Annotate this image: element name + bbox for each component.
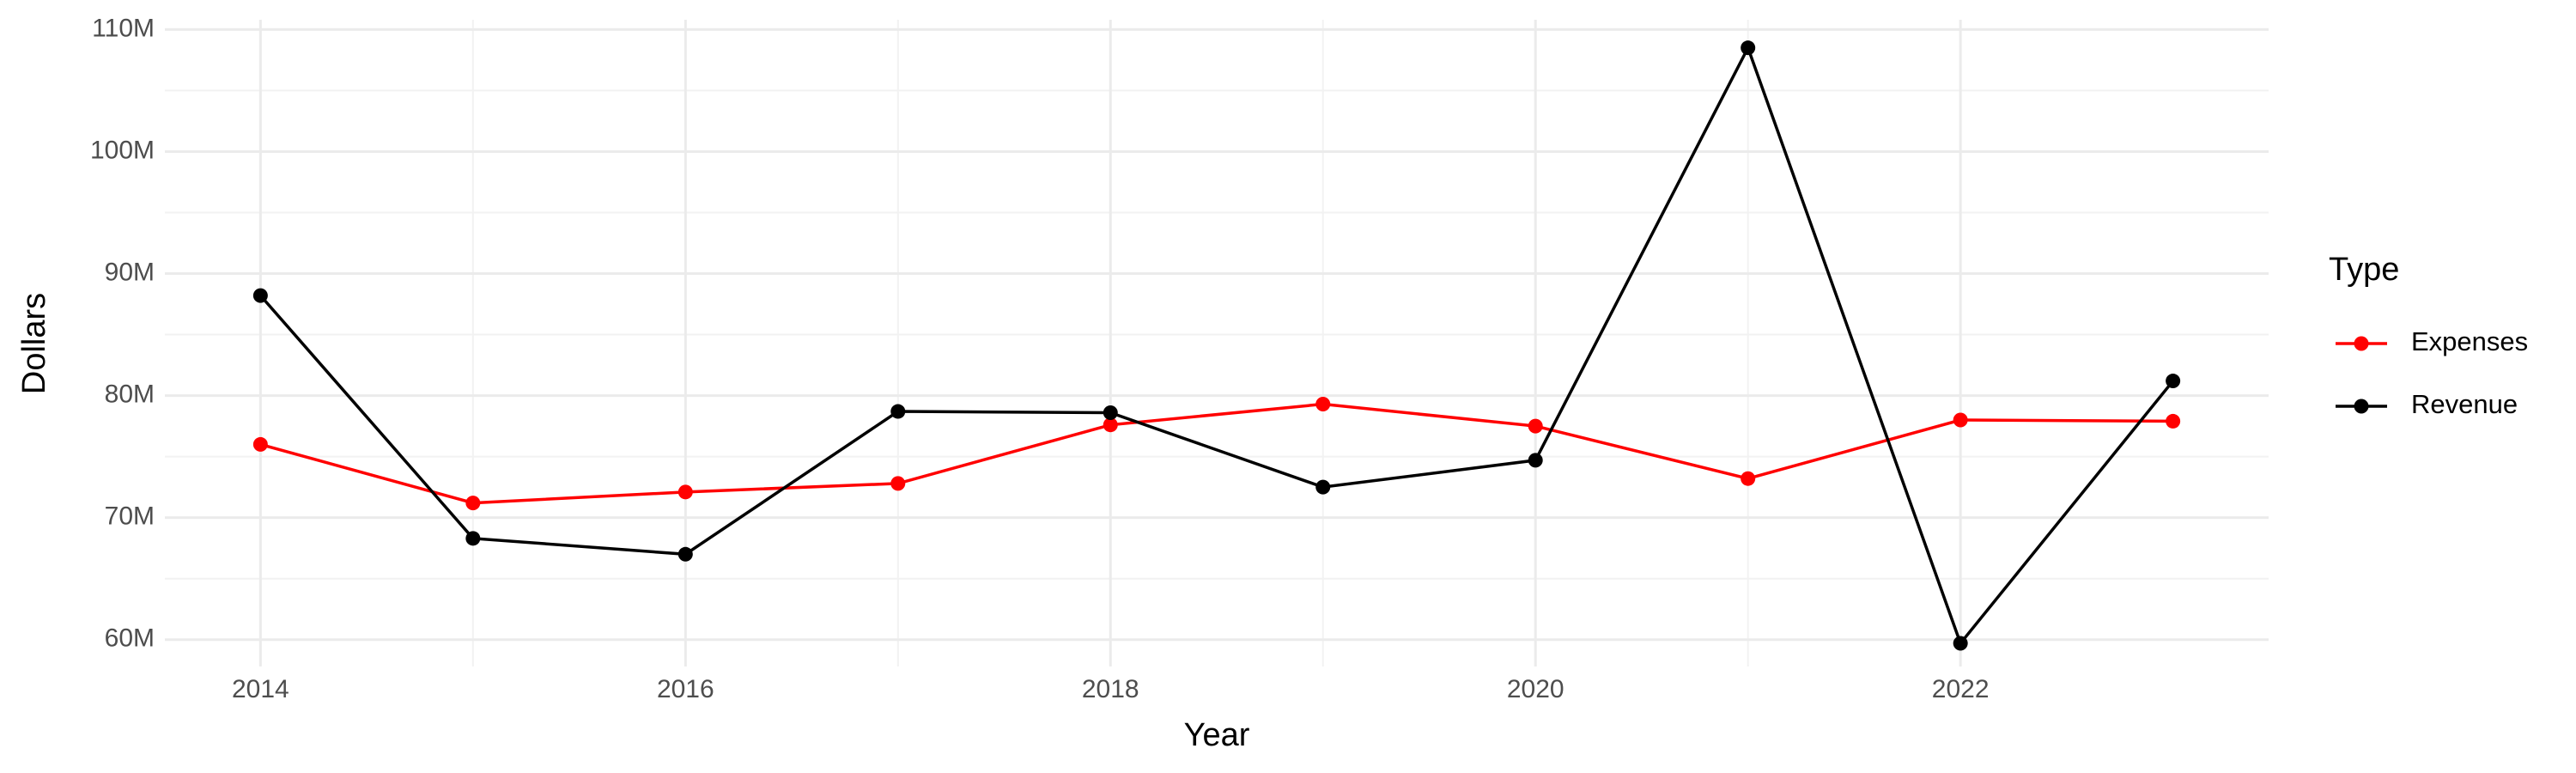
y-tick-label: 60M [105,624,155,653]
data-point [1103,405,1118,420]
data-point [252,436,268,452]
data-point [465,496,481,511]
data-point [1741,471,1756,486]
x-tick-label: 2014 [232,675,289,703]
data-point [677,546,693,562]
y-tick-label: 80M [105,380,155,409]
data-point [1953,636,1968,651]
legend-label: Revenue [2411,389,2518,419]
y-tick-label: 90M [105,258,155,286]
data-point [1528,453,1543,468]
series-line [259,44,2174,647]
y-tick-label: 70M [105,502,155,531]
legend-label: Expenses [2411,326,2528,356]
data-point [1103,417,1118,433]
data-point [890,404,906,419]
data-point [252,288,268,303]
data-point [1741,40,1756,56]
data-point [465,531,481,546]
data-point [1315,479,1331,495]
x-axis-title: Year [1184,717,1250,753]
series-line [259,402,2173,505]
y-tick-label: 110M [92,14,155,42]
y-axis-title: Dollars [16,293,52,394]
data-point [677,484,693,500]
x-tick-label: 2016 [657,675,714,703]
x-tick-label: 2018 [1082,675,1139,703]
data-point [1528,418,1543,434]
legend-key-point [2354,336,2369,351]
data-point [890,476,906,491]
x-tick-label: 2020 [1507,675,1564,703]
data-point [1953,412,1968,428]
y-tick-label: 100M [90,136,155,164]
legend-title: Type [2329,252,2399,288]
data-point [1315,397,1331,412]
x-tick-label: 2022 [1932,675,1990,703]
data-point [2166,374,2181,389]
legend-key-point [2354,399,2369,414]
data-point [2166,413,2181,429]
